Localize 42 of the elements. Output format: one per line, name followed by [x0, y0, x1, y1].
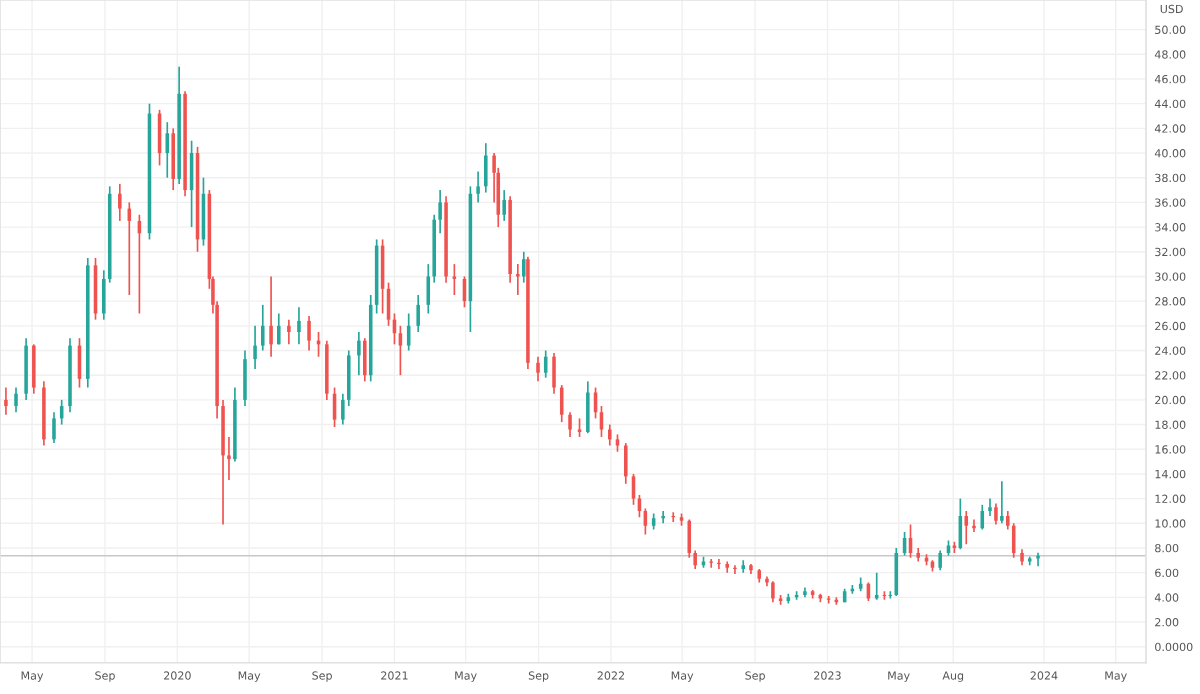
candlestick [874, 571, 879, 601]
candlestick [243, 349, 247, 407]
candlestick [568, 411, 572, 438]
candlestick [552, 352, 556, 395]
candlestick [608, 423, 612, 447]
candlestick [988, 497, 992, 517]
candlestick [717, 558, 721, 570]
candlestick [452, 263, 457, 296]
candlestick [671, 511, 676, 523]
candlestick [521, 250, 526, 284]
candlestick [484, 142, 488, 194]
candlestick [994, 502, 998, 526]
candlestick [559, 384, 564, 423]
candlestick [476, 170, 480, 204]
candlestick [307, 315, 311, 352]
candlestick [964, 510, 969, 546]
candlestick [536, 355, 540, 383]
candlestick [4, 386, 8, 416]
candlestick [277, 312, 281, 346]
candlestick [1000, 480, 1004, 525]
candlestick [771, 580, 775, 604]
candlestick [297, 306, 301, 346]
candlestick [416, 294, 420, 333]
candlestick [709, 558, 713, 569]
candlestick [357, 331, 361, 377]
candlestick [52, 411, 56, 444]
candlestick [894, 547, 899, 597]
candlestick [624, 442, 628, 485]
candlestick [269, 275, 273, 358]
candlestick [363, 337, 367, 383]
candlestick [165, 121, 170, 179]
candlestick [733, 564, 737, 575]
candlestick [118, 183, 122, 222]
candlestick [260, 304, 265, 352]
candlestick [938, 549, 942, 572]
candlestick [32, 343, 36, 395]
candlestick [287, 318, 291, 346]
candlestick [586, 380, 590, 435]
candlestick [502, 189, 506, 222]
candlestick [14, 386, 18, 414]
candlestick [171, 127, 175, 191]
candlestick [253, 324, 257, 370]
